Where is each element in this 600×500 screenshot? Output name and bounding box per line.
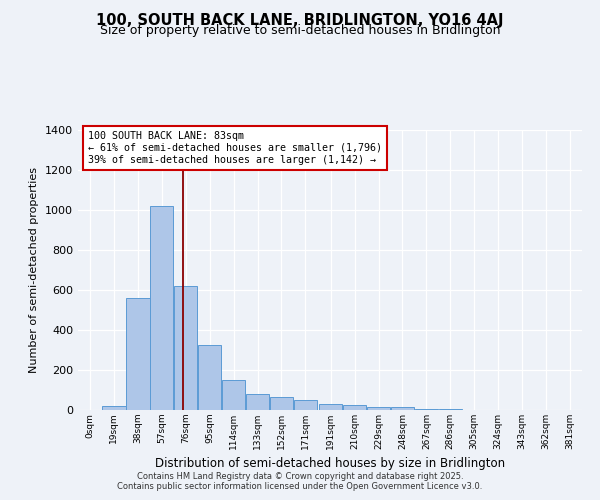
Bar bbox=[391, 407, 414, 410]
Bar bbox=[367, 407, 390, 410]
Bar bbox=[102, 406, 125, 410]
Bar bbox=[222, 380, 245, 410]
Bar bbox=[198, 345, 221, 410]
Bar bbox=[439, 409, 462, 410]
Bar bbox=[246, 394, 269, 410]
Bar bbox=[319, 404, 342, 410]
Text: Size of property relative to semi-detached houses in Bridlington: Size of property relative to semi-detach… bbox=[100, 24, 500, 37]
Text: 100 SOUTH BACK LANE: 83sqm
← 61% of semi-detached houses are smaller (1,796)
39%: 100 SOUTH BACK LANE: 83sqm ← 61% of semi… bbox=[88, 132, 382, 164]
Text: Contains public sector information licensed under the Open Government Licence v3: Contains public sector information licen… bbox=[118, 482, 482, 491]
Y-axis label: Number of semi-detached properties: Number of semi-detached properties bbox=[29, 167, 40, 373]
X-axis label: Distribution of semi-detached houses by size in Bridlington: Distribution of semi-detached houses by … bbox=[155, 458, 505, 470]
Text: 100, SOUTH BACK LANE, BRIDLINGTON, YO16 4AJ: 100, SOUTH BACK LANE, BRIDLINGTON, YO16 … bbox=[96, 12, 504, 28]
Bar bbox=[294, 400, 317, 410]
Bar bbox=[343, 405, 366, 410]
Bar bbox=[150, 206, 173, 410]
Bar bbox=[126, 298, 149, 410]
Text: Contains HM Land Registry data © Crown copyright and database right 2025.: Contains HM Land Registry data © Crown c… bbox=[137, 472, 463, 481]
Bar bbox=[415, 409, 438, 410]
Bar bbox=[270, 397, 293, 410]
Bar bbox=[174, 286, 197, 410]
